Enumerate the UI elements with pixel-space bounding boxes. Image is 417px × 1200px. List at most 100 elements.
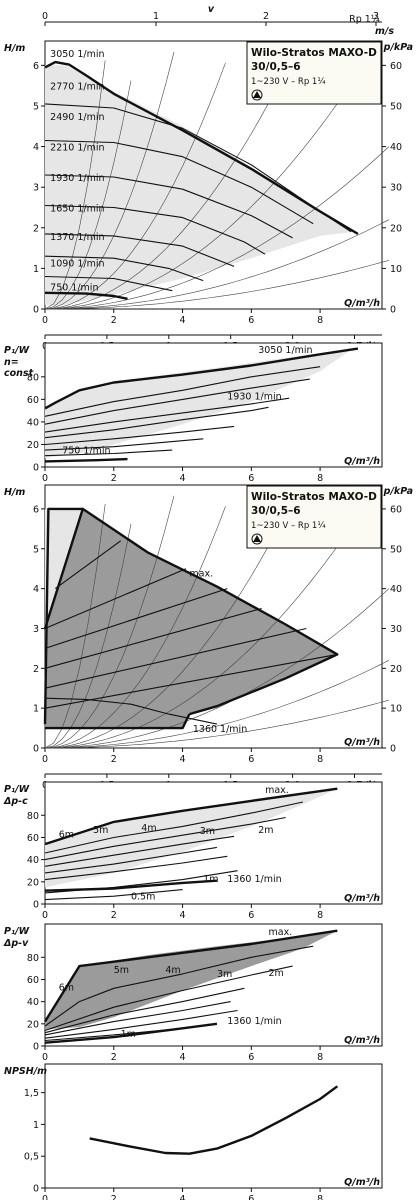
y-axis-label: H/m [4, 43, 25, 54]
y-tick-label: 0 [33, 463, 39, 474]
series-curve [44, 275, 173, 292]
series-curve [43, 929, 338, 1023]
series-label: 750 1/min [62, 445, 110, 456]
y-tick-label: 1 [33, 704, 39, 715]
series-label: 2210 1/min [50, 143, 104, 154]
y-tick-label: 20 [27, 1019, 39, 1030]
right-tick-label: 50 [390, 544, 402, 555]
series-curve [44, 816, 286, 861]
series-curve [44, 438, 204, 451]
x-tick-label: 4 [180, 754, 186, 765]
series-curve [44, 255, 204, 282]
series-curve [44, 879, 217, 892]
x-tick-label: 4 [180, 1194, 186, 1200]
x-tick-label: 2 [111, 910, 117, 921]
series-label: 2m [269, 968, 284, 979]
y-tick-label: 3 [33, 624, 39, 635]
system-curve [45, 699, 389, 749]
x-axis-label: Q/m³/h [344, 893, 380, 904]
operating-range-area [45, 65, 355, 306]
series-label: 1360 1/min [193, 724, 247, 735]
series-curve [44, 233, 235, 267]
series-curve [44, 607, 262, 669]
product-model: 30/0,5–6 [251, 505, 301, 517]
operating-range-area [45, 788, 338, 888]
series-curve [44, 425, 235, 446]
y-tick-label: 0 [33, 900, 39, 911]
series-label: 5m [93, 825, 108, 836]
series-label: max. [269, 927, 293, 938]
series-curve [44, 801, 304, 854]
series-curve [44, 1009, 238, 1039]
y-tick-label: 2 [33, 664, 39, 675]
y-axis-sublabel2: const [4, 368, 34, 379]
series-label: 4m [165, 965, 180, 976]
system-curve [44, 495, 175, 749]
y-tick-label: 6 [33, 61, 39, 72]
y-tick-label: 60 [27, 395, 39, 406]
series-curve [44, 204, 266, 255]
chart-npsh: 0 2 4 6 8 0 0,5 1 1,5 NPSH/m Q/m³/h [4, 1063, 383, 1200]
series-curve [44, 835, 235, 867]
y-tick-label: 60 [27, 833, 39, 844]
y-tick-label: 1 [33, 264, 39, 275]
x-tick-label: 8 [317, 1194, 323, 1200]
right-tick-label: 30 [390, 183, 402, 194]
y-axis-label: NPSH/m [4, 1066, 47, 1077]
series-label: 2490 1/min [50, 112, 104, 123]
operating-range-area [45, 508, 338, 729]
right-tick-label: 60 [390, 61, 402, 72]
y-tick-label: 0 [33, 1042, 39, 1053]
plot-frame [44, 1063, 383, 1189]
series-label: 1650 1/min [50, 204, 104, 215]
system-curve [44, 52, 372, 310]
x-tick-label: 4 [180, 910, 186, 921]
product-spec: 1~230 V – Rp 1¼ [251, 521, 326, 531]
series-curve [89, 1085, 339, 1155]
x-tick-label: 8 [317, 1052, 323, 1063]
series-curve [44, 103, 352, 233]
y-tick-label: 4 [33, 142, 39, 153]
series-curve [44, 653, 338, 709]
series-curve [44, 965, 293, 1032]
y-tick-label: 5 [33, 101, 39, 112]
series-curve [44, 378, 310, 425]
x-tick-label: 6 [248, 473, 254, 484]
right-tick-label: 0 [390, 744, 396, 755]
series-curve [44, 366, 321, 417]
y-tick-label: 0,5 [24, 1152, 39, 1163]
y-tick-label: 6 [33, 504, 39, 515]
product-model: 30/0,5–6 [251, 61, 301, 73]
y-tick-label: 0 [33, 1184, 39, 1195]
velocity-axis-label: v [208, 4, 215, 15]
series-curve [44, 568, 187, 630]
x-tick-label: 0 [42, 1194, 48, 1200]
y-axis-sublabel: Δp-c [3, 796, 28, 807]
product-info-box [246, 41, 382, 105]
series-curve [44, 1022, 218, 1044]
y-tick-label: 0 [33, 744, 39, 755]
series-curve [44, 174, 293, 239]
x-tick-label: 6 [248, 1052, 254, 1063]
x-tick-label: 8 [317, 473, 323, 484]
x-tick-label: 4 [180, 315, 186, 326]
chart-h1: 0246801234560102030405060p/kPa00.511.52.… [4, 40, 413, 352]
operating-range-area [45, 349, 352, 458]
series-curve [44, 449, 173, 457]
right-tick-label: 50 [390, 101, 402, 112]
y-tick-label: 40 [27, 997, 39, 1008]
right-tick-label: 20 [390, 223, 402, 234]
x-axis-label: Q/m³/h [344, 456, 380, 467]
system-curve [44, 588, 390, 749]
x-tick-label: 6 [248, 910, 254, 921]
y-axis-label: P₁/W [4, 345, 30, 356]
series-label: max. [265, 785, 289, 796]
system-curve [44, 523, 132, 749]
series-curve [44, 627, 307, 689]
velocity-tick-label: 0 [42, 11, 48, 22]
x-axis-label: Q/m³/h [344, 1177, 380, 1188]
product-name: Wilo-Stratos MAXO-D [251, 47, 377, 59]
series-label: 3m [200, 826, 215, 837]
